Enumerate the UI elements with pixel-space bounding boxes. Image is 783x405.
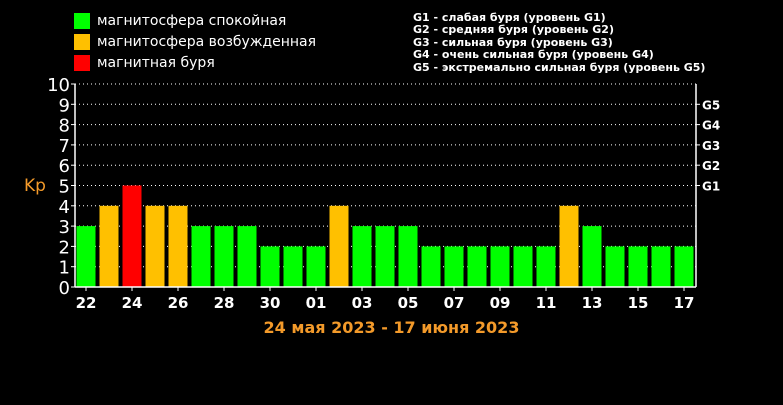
g-level-label: G5 [702, 98, 720, 112]
bar [168, 205, 188, 287]
bar [559, 205, 579, 287]
legend-item-quiet: магнитосфера спокойная [74, 10, 316, 31]
x-tick-label: 30 [260, 294, 281, 312]
x-tick-label: 09 [490, 294, 511, 312]
bar [260, 246, 280, 287]
g-level-label: G4 [702, 119, 720, 133]
x-tick-label: 15 [628, 294, 649, 312]
bar [329, 205, 349, 287]
y-tick-label: 2 [59, 237, 70, 258]
legend-item-active: магнитосфера возбужденная [74, 31, 316, 52]
storm-level-g2: G2 - средняя буря (уровень G2) [413, 23, 614, 37]
legend-swatch-active [74, 33, 90, 50]
y-tick-label: 1 [59, 258, 70, 279]
legend-label-active: магнитосфера возбужденная [97, 33, 317, 50]
storm-level-g3: G3 - сильная буря (уровень G3) [413, 35, 613, 49]
x-tick-label: 05 [398, 294, 419, 312]
y-axis-label: Kp [24, 176, 46, 196]
bar [191, 226, 211, 287]
x-tick-label: 17 [674, 294, 695, 312]
bar [352, 226, 372, 287]
storm-level-g5: G5 - экстремально сильная буря (уровень … [413, 60, 706, 74]
x-tick-label: 22 [76, 294, 97, 312]
bar [76, 226, 96, 287]
x-tick-label: 11 [536, 294, 557, 312]
bar [513, 246, 533, 287]
x-tick-label: 24 [122, 294, 143, 312]
g-level-label: G1 [702, 180, 720, 194]
x-tick-label: 07 [444, 294, 465, 312]
y-tick-label: 10 [47, 75, 70, 96]
activity-legend: магнитосфера спокойная магнитосфера возб… [74, 10, 316, 73]
storm-level-g4: G4 - очень сильная буря (уровень G4) [413, 48, 654, 62]
storm-level-g1: G1 - слабая буря (уровень G1) [413, 11, 606, 24]
bar [122, 185, 142, 287]
legend-item-storm: магнитная буря [74, 52, 316, 73]
y-tick-label: 6 [59, 156, 70, 177]
y-tick-label: 7 [59, 136, 70, 157]
bar [674, 246, 694, 287]
bar [490, 246, 510, 287]
legend-label-storm: магнитная буря [97, 54, 215, 71]
x-tick-label: 01 [306, 294, 327, 312]
bar [214, 226, 234, 287]
bar [651, 246, 671, 287]
bar [628, 246, 648, 287]
bar [145, 205, 165, 287]
y-tick-label: 9 [59, 95, 70, 116]
bar [582, 226, 602, 287]
x-tick-label: 03 [352, 294, 373, 312]
g-level-label: G2 [702, 159, 720, 173]
bar [375, 226, 395, 287]
bar [306, 246, 326, 287]
bar [283, 246, 303, 287]
bar [421, 246, 441, 287]
y-tick-label: 4 [59, 197, 70, 218]
x-tick-label: 13 [582, 294, 603, 312]
legend-label-quiet: магнитосфера спокойная [97, 12, 287, 29]
bar [398, 226, 418, 287]
g-level-label: G3 [702, 139, 720, 153]
bar [467, 246, 487, 287]
legend-swatch-storm [74, 54, 90, 71]
bar [99, 205, 119, 287]
bar [444, 246, 464, 287]
bar [536, 246, 556, 287]
y-tick-label: 3 [59, 217, 70, 238]
bar [605, 246, 625, 287]
y-tick-label: 0 [59, 278, 70, 299]
y-tick-label: 8 [59, 116, 70, 137]
y-tick-label: 5 [59, 177, 70, 198]
chart-title: 24 мая 2023 - 17 июня 2023 [263, 318, 520, 337]
bar [237, 226, 257, 287]
x-tick-label: 26 [168, 294, 189, 312]
x-tick-label: 28 [214, 294, 235, 312]
legend-swatch-quiet [74, 12, 90, 29]
storm-level-legend: G1 - слабая буря (уровень G1) G2 - средн… [413, 11, 706, 74]
